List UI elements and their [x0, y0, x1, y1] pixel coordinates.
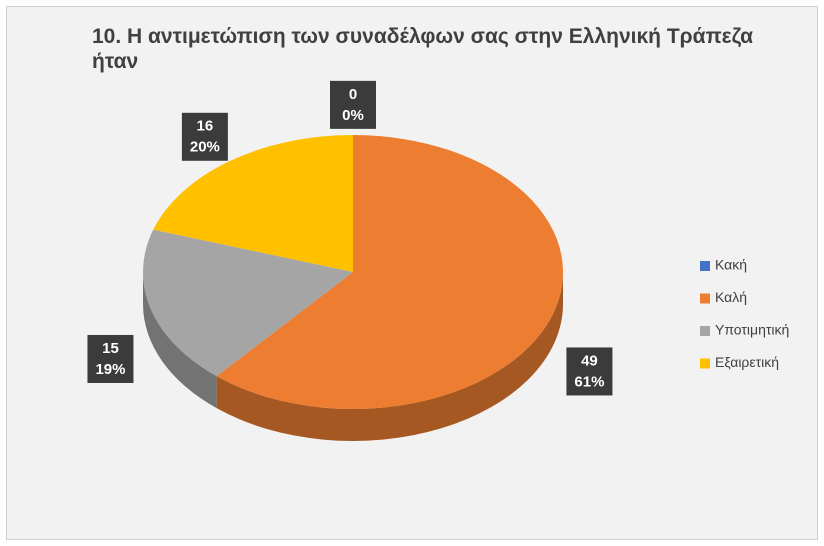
- data-label-percent: 20%: [190, 139, 220, 156]
- pie-side: [143, 272, 217, 409]
- legend-swatch: [700, 261, 710, 271]
- data-label-box: [566, 347, 613, 396]
- legend-label: Κακή: [715, 257, 747, 273]
- legend-swatch: [700, 326, 710, 336]
- data-label-value: 16: [197, 118, 214, 135]
- data-label: 00%: [330, 80, 376, 129]
- data-label-percent: 19%: [95, 361, 125, 378]
- data-label-box: [87, 334, 134, 383]
- data-label-value: 49: [581, 352, 598, 369]
- legend-swatch: [700, 293, 710, 304]
- pie-side: [216, 272, 563, 442]
- legend-label: Εξαιρετική: [715, 354, 779, 370]
- legend-swatch: [700, 358, 710, 369]
- data-label-percent: 61%: [574, 373, 604, 390]
- pie-slice: [216, 135, 563, 410]
- data-label-box: [330, 80, 376, 129]
- legend-label: Υποτιμητική: [715, 322, 789, 338]
- legend-label: Καλή: [715, 289, 747, 305]
- data-label-value: 15: [102, 340, 119, 357]
- pie-slice: [143, 229, 353, 377]
- pie-slice: [153, 135, 353, 272]
- data-label-percent: 0%: [342, 107, 364, 124]
- data-label-value: 0: [349, 86, 357, 103]
- data-label-box: [181, 112, 228, 161]
- chart-title: 10. Η αντιμετώπιση των συναδέλφων σας στ…: [92, 25, 754, 73]
